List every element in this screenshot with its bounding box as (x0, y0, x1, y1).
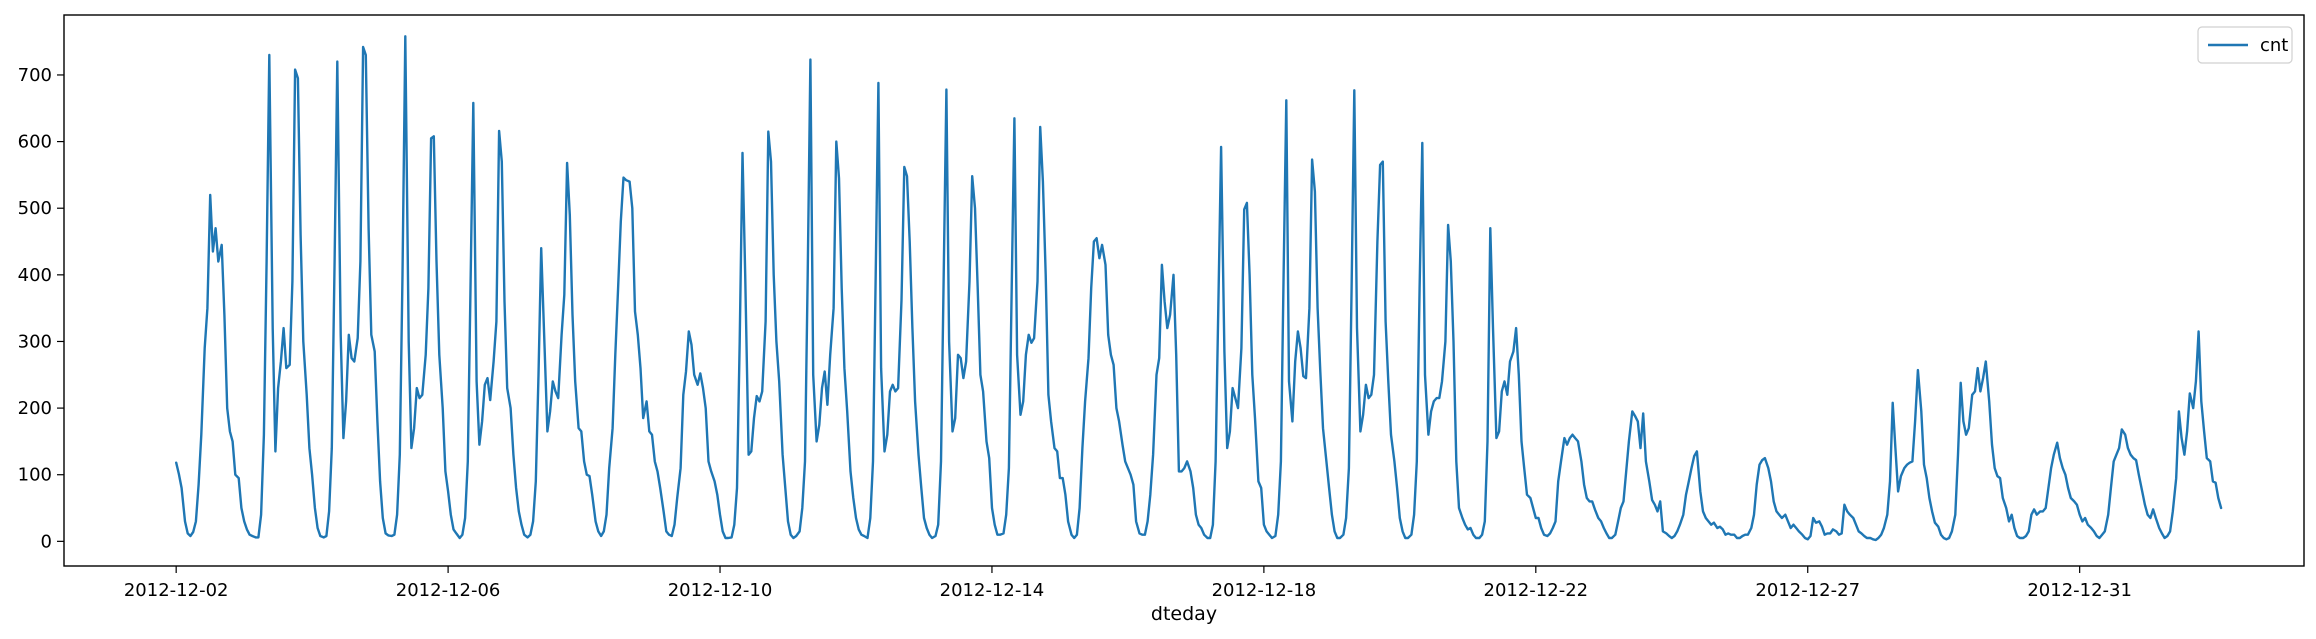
x-axis: 2012-12-02 2012-12-06 2012-12-10 2012-12-14… (124, 566, 2132, 601)
y-tick-label: 500 (18, 198, 52, 219)
x-tick-label: 2012-12-10 (668, 580, 773, 601)
y-axis: 0 100 200 300 400 500 600 700 (18, 65, 64, 552)
y-tick-label: 300 (18, 331, 52, 352)
x-tick-label: 2012-12-14 (940, 580, 1045, 601)
x-tick-label: 2012-12-31 (2027, 580, 2132, 601)
x-tick-label: 2012-12-02 (124, 580, 229, 601)
x-axis-label: dteday (1151, 603, 1217, 625)
legend: cnt (2197, 26, 2293, 64)
legend-label-cnt: cnt (2260, 35, 2288, 56)
series-line-cnt (175, 35, 2223, 542)
y-tick-label: 700 (18, 65, 52, 86)
x-tick-label: 2012-12-18 (1212, 580, 1317, 601)
y-tick-label: 600 (18, 132, 52, 153)
x-tick-label: 2012-12-06 (396, 580, 501, 601)
plot-series (175, 35, 2223, 542)
y-tick-label: 100 (18, 465, 52, 486)
x-tick-label: 2012-12-22 (1484, 580, 1589, 601)
y-tick-label: 0 (41, 531, 52, 552)
axes-frame (63, 14, 2305, 567)
y-tick-label: 200 (18, 398, 52, 419)
y-tick-label: 400 (18, 265, 52, 286)
x-tick-label: 2012-12-27 (1755, 580, 1860, 601)
